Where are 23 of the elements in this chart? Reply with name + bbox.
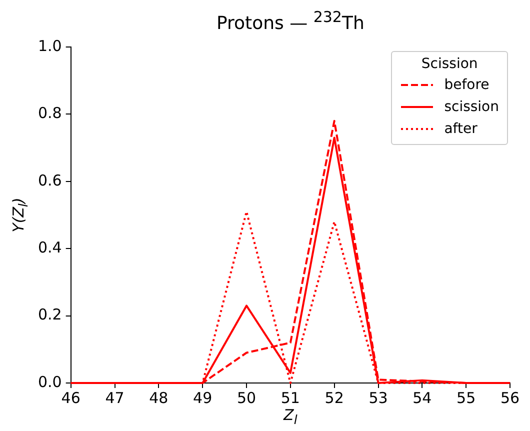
y-tick-label: 0.6 bbox=[38, 171, 62, 190]
x-tick-label: 46 bbox=[61, 388, 80, 407]
legend-label: scission bbox=[444, 99, 499, 115]
x-tick-label: 47 bbox=[105, 388, 124, 407]
y-tick-label: 0.2 bbox=[38, 306, 62, 324]
x-axis-title: Z$_{l}$ bbox=[282, 406, 298, 427]
legend-label: before bbox=[444, 77, 490, 93]
x-tick-label: 52 bbox=[324, 388, 344, 407]
x-tick-label: 48 bbox=[149, 388, 168, 407]
legend-label: after bbox=[444, 121, 478, 137]
x-tick-label: 51 bbox=[280, 388, 300, 407]
y-tick-label: 0.0 bbox=[38, 372, 62, 391]
y-tick-label: 1.0 bbox=[38, 36, 62, 55]
x-tick-label: 53 bbox=[368, 388, 388, 407]
x-tick-label: 55 bbox=[456, 388, 476, 407]
x-tick-label: 54 bbox=[412, 388, 432, 407]
legend-title: Scission bbox=[420, 56, 479, 72]
x-tick-label: 50 bbox=[236, 388, 256, 407]
chart-title: Protons — $^{232}$Th bbox=[215, 8, 366, 34]
y-tick-label: 0.8 bbox=[38, 104, 62, 122]
x-tick-label: 49 bbox=[193, 388, 212, 407]
y-tick-label: 0.4 bbox=[38, 238, 62, 256]
x-tick-label: 56 bbox=[500, 388, 520, 407]
